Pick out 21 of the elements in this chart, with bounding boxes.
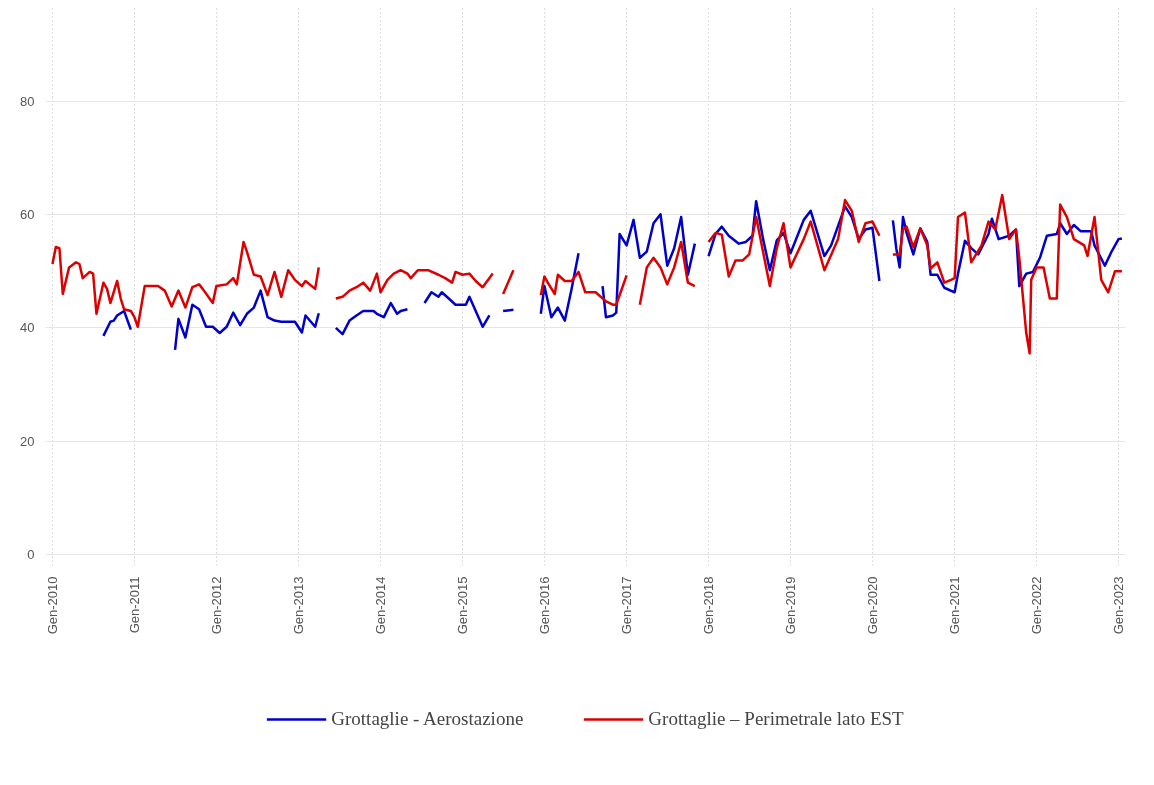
x-tick-label: Gen-2023 bbox=[1111, 576, 1127, 635]
legend-label: Grottaglie - Aerostazione bbox=[331, 707, 524, 730]
x-tick-label: Gen-2019 bbox=[783, 576, 798, 635]
y-tick-label: 20 bbox=[20, 433, 35, 449]
y-tick-label: 0 bbox=[27, 546, 35, 562]
y-tick-label: 60 bbox=[20, 207, 35, 223]
x-tick-label: Gen-2012 bbox=[208, 576, 224, 635]
x-tick-label: Gen-2011 bbox=[126, 576, 142, 634]
x-tick-label: Gen-2014 bbox=[373, 576, 388, 635]
x-tick-label: Gen-2018 bbox=[701, 576, 717, 635]
y-tick-label: 80 bbox=[20, 94, 35, 110]
x-tick-label: Gen-2010 bbox=[44, 576, 60, 635]
x-tick-label: Gen-2016 bbox=[536, 576, 552, 635]
x-tick-label: Gen-2020 bbox=[864, 576, 880, 635]
x-tick-label: Gen-2022 bbox=[1029, 576, 1045, 635]
x-tick-label: Gen-2013 bbox=[291, 576, 307, 635]
x-tick-label: Gen-2017 bbox=[619, 576, 635, 635]
y-tick-label: 40 bbox=[20, 320, 35, 336]
x-tick-label: Gen-2021 bbox=[947, 576, 963, 635]
x-tick-label: Gen-2015 bbox=[454, 576, 470, 635]
legend-label: Grottaglie – Perimetrale lato EST bbox=[648, 707, 904, 730]
